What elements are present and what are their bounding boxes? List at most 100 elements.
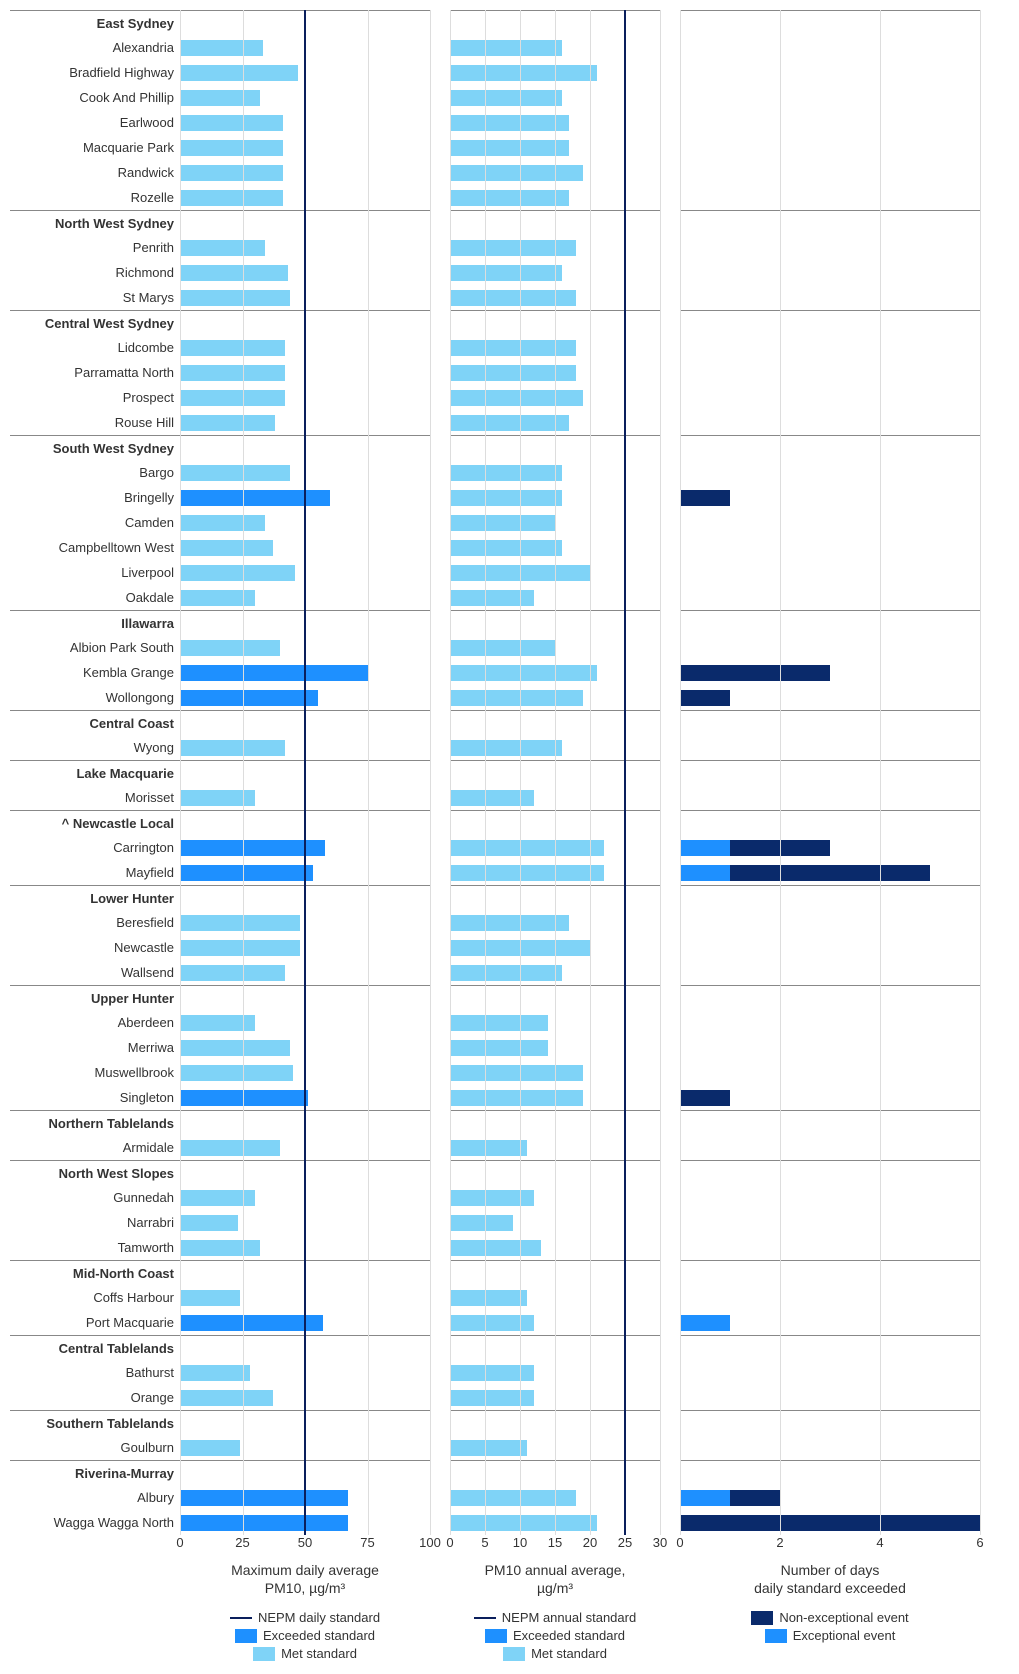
chart-row (450, 185, 660, 210)
bar-max-daily (180, 965, 285, 981)
bar-annual (450, 965, 562, 981)
bar-max-daily (180, 1140, 280, 1156)
axis-tick: 15 (548, 1535, 562, 1550)
bar-max-daily (180, 740, 285, 756)
legend-label: NEPM annual standard (502, 1610, 636, 1625)
legend-swatch (503, 1647, 525, 1661)
bar-max-daily (180, 365, 285, 381)
bar-max-daily (180, 1365, 250, 1381)
bar-annual (450, 40, 562, 56)
legend-swatch (485, 1629, 507, 1643)
chart-row (680, 585, 980, 610)
bar-max-daily (180, 90, 260, 106)
chart-row (450, 1510, 660, 1535)
chart-row (450, 985, 660, 1010)
site-label: Orange (10, 1385, 180, 1410)
site-label: Richmond (10, 260, 180, 285)
bar-annual (450, 415, 569, 431)
chart-row (450, 135, 660, 160)
bar-annual (450, 1040, 548, 1056)
site-label: Coffs Harbour (10, 1285, 180, 1310)
legend-label: Met standard (531, 1646, 607, 1661)
region-header: Central West Sydney (10, 310, 180, 335)
legend-item: Exceeded standard (450, 1628, 660, 1643)
bar-annual (450, 65, 597, 81)
chart-row (680, 160, 980, 185)
chart-row (680, 185, 980, 210)
site-label: Gunnedah (10, 1185, 180, 1210)
legend-item: NEPM annual standard (450, 1610, 660, 1625)
bar-annual (450, 190, 569, 206)
axis-tick: 50 (298, 1535, 312, 1550)
chart-row (680, 210, 980, 235)
axis-title-max-daily: Maximum daily average PM10, µg/m³ (180, 1557, 430, 1597)
bar-annual (450, 1240, 541, 1256)
bar-max-daily (180, 190, 283, 206)
chart-row (450, 160, 660, 185)
bar-annual (450, 840, 604, 856)
chart-row (680, 435, 980, 460)
site-label: St Marys (10, 285, 180, 310)
bar-annual (450, 665, 597, 681)
site-label: Morisset (10, 785, 180, 810)
bar-max-daily (180, 565, 295, 581)
axis-tick: 20 (583, 1535, 597, 1550)
bar-annual (450, 465, 562, 481)
axis-title-annual-line1: PM10 annual average, (450, 1561, 660, 1579)
chart-row (680, 60, 980, 85)
plot-max-daily (180, 10, 430, 1535)
bar-annual (450, 790, 534, 806)
chart-row (680, 310, 980, 335)
region-header: Illawarra (10, 610, 180, 635)
chart-row (450, 1085, 660, 1110)
bar-max-daily (180, 1390, 273, 1406)
legend-swatch (765, 1629, 787, 1643)
bar-max-daily (180, 165, 283, 181)
bar-annual (450, 1490, 576, 1506)
bar-annual (450, 140, 569, 156)
site-label: Randwick (10, 160, 180, 185)
bar-annual (450, 165, 583, 181)
site-label: Bringelly (10, 485, 180, 510)
bar-annual (450, 590, 534, 606)
chart-row (680, 935, 980, 960)
chart-row (450, 935, 660, 960)
region-header: Central Tablelands (10, 1335, 180, 1360)
bar-annual (450, 240, 576, 256)
bar-annual (450, 940, 590, 956)
region-header: Northern Tablelands (10, 1110, 180, 1135)
site-label: Prospect (10, 385, 180, 410)
chart-row (680, 360, 980, 385)
legend-swatch (235, 1629, 257, 1643)
bar-annual (450, 1365, 534, 1381)
chart-row (450, 385, 660, 410)
chart-row (450, 485, 660, 510)
legend-item: Exceeded standard (180, 1628, 430, 1643)
bar-max-daily (180, 240, 265, 256)
site-label: Armidale (10, 1135, 180, 1160)
bar-max-daily (180, 465, 290, 481)
chart-row (450, 85, 660, 110)
plot-days (680, 10, 980, 1535)
chart-row (450, 1135, 660, 1160)
chart-row (680, 1460, 980, 1485)
region-header: ^ Newcastle Local (10, 810, 180, 835)
chart-row (450, 885, 660, 910)
chart-row (680, 110, 980, 135)
bar-annual (450, 1290, 527, 1306)
chart-row (680, 135, 980, 160)
bar-days-nonexceptional (730, 840, 830, 856)
chart-row (680, 860, 980, 885)
axis-tick: 100 (419, 1535, 441, 1550)
bar-annual (450, 865, 604, 881)
chart-row (450, 635, 660, 660)
axis-max-daily: 0255075100 (180, 1535, 430, 1557)
site-label: Macquarie Park (10, 135, 180, 160)
chart-row (450, 1185, 660, 1210)
axis-tick: 25 (618, 1535, 632, 1550)
legend-item: Met standard (450, 1646, 660, 1661)
chart-row (450, 960, 660, 985)
bar-max-daily (180, 940, 300, 956)
bar-max-daily (180, 115, 283, 131)
chart-container: East SydneyAlexandriaBradfield HighwayCo… (10, 10, 1009, 1664)
